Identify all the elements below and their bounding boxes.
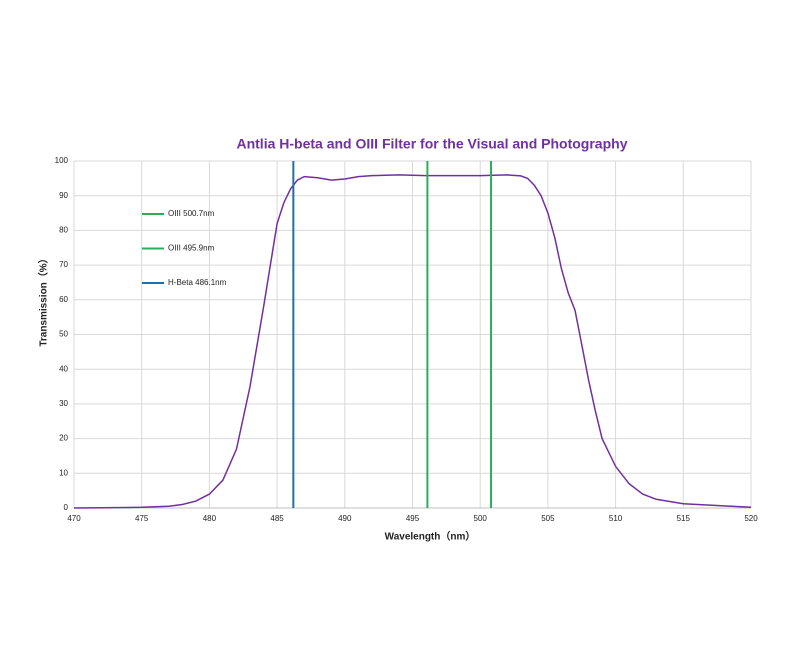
legend-label: H-Beta 486.1nm [168,278,227,287]
x-tick-label: 475 [135,514,149,523]
x-tick-label: 495 [406,514,420,523]
legend-label: OIII 495.9nm [168,244,215,253]
y-tick-label: 0 [64,503,69,512]
x-tick-label: 490 [338,514,352,523]
series-line [73,174,752,509]
x-tick-label: 520 [744,514,758,523]
y-tick-label: 60 [59,295,68,304]
y-tick-label: 80 [59,226,68,235]
x-tick-label: 470 [67,514,81,523]
y-tick-label: 20 [59,434,68,443]
x-tick-label: 515 [677,514,691,523]
legend-label: OIII 500.7nm [168,209,215,218]
y-tick-label: 30 [59,399,68,408]
y-tick-label: 50 [59,330,68,339]
y-tick-label: 40 [59,364,68,373]
x-axis-title: Wavelength（nm） [385,530,476,543]
x-tick-label: 510 [609,514,623,523]
chart-title: Antlia H-beta and OIII Filter for the Vi… [236,136,627,152]
x-tick-label: 500 [474,514,488,523]
y-tick-label: 90 [59,191,68,200]
x-tick-label: 480 [203,514,217,523]
x-tick-label: 485 [270,514,284,523]
y-tick-label: 100 [55,156,69,165]
y-tick-label: 10 [59,468,68,477]
y-tick-label: 70 [59,260,68,269]
y-axis-title: Transmission（%） [37,253,50,346]
x-tick-label: 505 [541,514,555,523]
